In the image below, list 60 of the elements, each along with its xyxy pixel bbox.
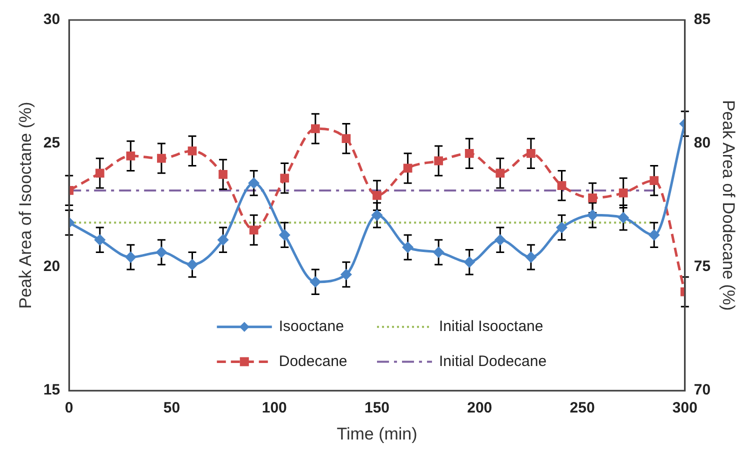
y2-axis-title: Peak Area of Dodecane (%) xyxy=(719,100,738,311)
point xyxy=(280,174,290,183)
y-tick-label: 15 xyxy=(43,382,60,399)
point xyxy=(494,234,506,246)
point xyxy=(618,188,628,198)
y-tick-label: 25 xyxy=(43,134,60,152)
x-axis-title: Time (min) xyxy=(336,424,418,444)
x-tick-label: 150 xyxy=(364,400,390,417)
point xyxy=(187,259,198,270)
point xyxy=(248,178,260,188)
point xyxy=(125,252,136,262)
point xyxy=(433,246,444,258)
point xyxy=(648,230,660,240)
point xyxy=(496,168,505,178)
point xyxy=(95,168,104,178)
point xyxy=(618,212,629,223)
point xyxy=(557,181,566,190)
point xyxy=(218,170,228,179)
y-tick-label: 20 xyxy=(43,258,60,276)
point xyxy=(310,124,320,134)
point xyxy=(157,154,166,163)
point xyxy=(526,148,536,158)
x-tick-label: 100 xyxy=(262,400,287,417)
point xyxy=(249,226,258,234)
point xyxy=(156,246,167,258)
y2-tick-label: 80 xyxy=(694,134,711,152)
point xyxy=(372,210,382,220)
point xyxy=(464,256,475,268)
point xyxy=(342,134,351,144)
point xyxy=(188,146,197,156)
x-tick-label: 250 xyxy=(570,400,595,417)
point xyxy=(340,269,352,280)
legend-label: Isooctane xyxy=(278,318,344,335)
point xyxy=(402,242,414,253)
x-tick-label: 300 xyxy=(672,400,698,417)
point xyxy=(372,190,382,200)
y2-tick-label: 70 xyxy=(694,382,711,399)
x-tick-label: 0 xyxy=(64,400,74,417)
y-axis-title: Peak Area of Isooctane (%) xyxy=(16,102,35,309)
point xyxy=(650,176,659,186)
y2-tick-label: 85 xyxy=(694,11,711,28)
point xyxy=(126,151,136,160)
x-tick-label: 50 xyxy=(163,400,180,417)
point xyxy=(218,234,228,246)
legend-label: Initial Dodecane xyxy=(439,352,547,370)
point xyxy=(588,193,597,202)
point xyxy=(403,164,412,173)
point xyxy=(434,156,444,166)
point xyxy=(464,148,474,158)
point xyxy=(526,252,536,262)
legend-label: Dodecane xyxy=(278,352,348,370)
point xyxy=(587,210,598,220)
legend-label: Initial Isooctane xyxy=(439,318,544,335)
point xyxy=(94,234,106,246)
point xyxy=(310,276,321,288)
y-tick-label: 30 xyxy=(43,11,60,28)
point xyxy=(279,230,290,240)
x-tick-label: 200 xyxy=(467,400,492,417)
point xyxy=(556,222,567,233)
y2-tick-label: 75 xyxy=(694,258,711,276)
